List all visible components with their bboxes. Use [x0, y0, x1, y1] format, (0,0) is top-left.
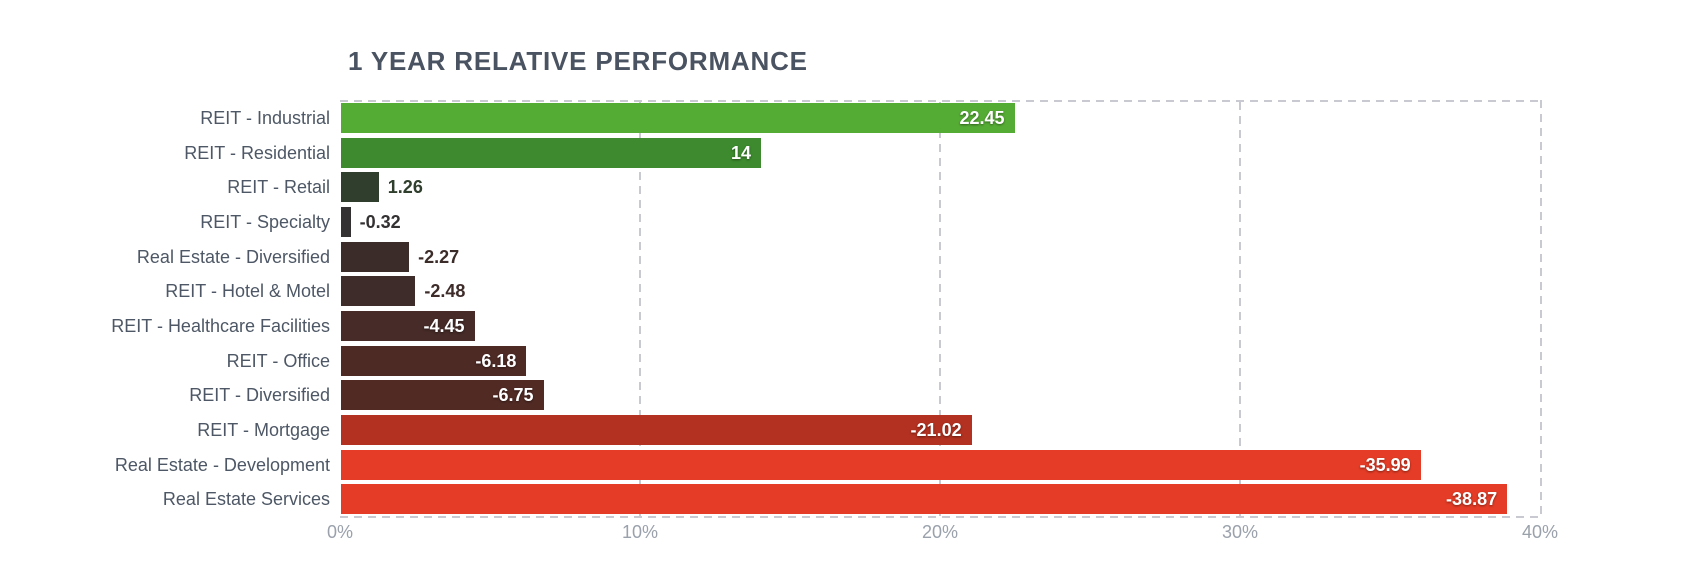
gridline	[939, 102, 941, 516]
bar-value-label: -6.18	[475, 350, 517, 371]
bar-value-label: 14	[730, 142, 751, 163]
gridline	[1239, 102, 1241, 516]
bar	[341, 449, 1421, 480]
bar	[341, 207, 351, 237]
bar-value-label: 22.45	[959, 108, 1005, 128]
bar-value-label: 1.26	[387, 177, 423, 198]
category-label: REIT - Office	[226, 350, 330, 371]
x-tick-label: 40%	[1521, 522, 1559, 542]
bar-value-label: -38.87	[1446, 489, 1498, 510]
plot-bottom-border	[340, 516, 1542, 518]
bar-value-label: -6.75	[492, 385, 534, 406]
bar-value-label: -21.02	[910, 420, 962, 440]
x-tick-label: 30%	[1221, 522, 1259, 542]
bar	[341, 484, 1508, 515]
category-label: Real Estate Services	[162, 489, 330, 510]
bar-value-label: -0.32	[359, 212, 401, 232]
category-label: REIT - Retail	[227, 177, 330, 198]
category-label: REIT - Specialty	[200, 212, 330, 232]
bar-value-label: -2.48	[424, 281, 466, 302]
category-label: Real Estate - Diversified	[136, 246, 330, 267]
bar	[341, 103, 1015, 133]
chart-title: 1 YEAR RELATIVE PERFORMANCE	[348, 46, 808, 76]
category-label: REIT - Mortgage	[197, 420, 330, 440]
category-label: REIT - Healthcare Facilities	[111, 316, 330, 336]
plot-top-border	[340, 100, 1542, 102]
category-label: REIT - Residential	[184, 142, 330, 163]
bar	[341, 311, 475, 341]
bar	[341, 172, 379, 203]
bar	[341, 241, 410, 272]
category-label: REIT - Hotel & Motel	[165, 281, 330, 302]
bar	[341, 276, 416, 307]
bar-value-label: -4.45	[423, 316, 465, 336]
gridline	[639, 102, 641, 516]
category-label: Real Estate - Development	[114, 454, 330, 475]
category-label: REIT - Diversified	[189, 385, 330, 406]
bar	[341, 137, 761, 168]
x-tick-label: 10%	[621, 522, 659, 542]
bar-value-label: -35.99	[1359, 454, 1411, 475]
bar-value-label: -2.27	[418, 246, 460, 267]
x-tick-label: 20%	[921, 522, 959, 542]
bar	[341, 415, 972, 445]
x-tick-label: 0%	[326, 522, 354, 542]
plot-right-border	[1540, 100, 1542, 518]
category-label: REIT - Industrial	[200, 108, 330, 128]
bar	[341, 345, 527, 376]
bar	[341, 380, 544, 411]
